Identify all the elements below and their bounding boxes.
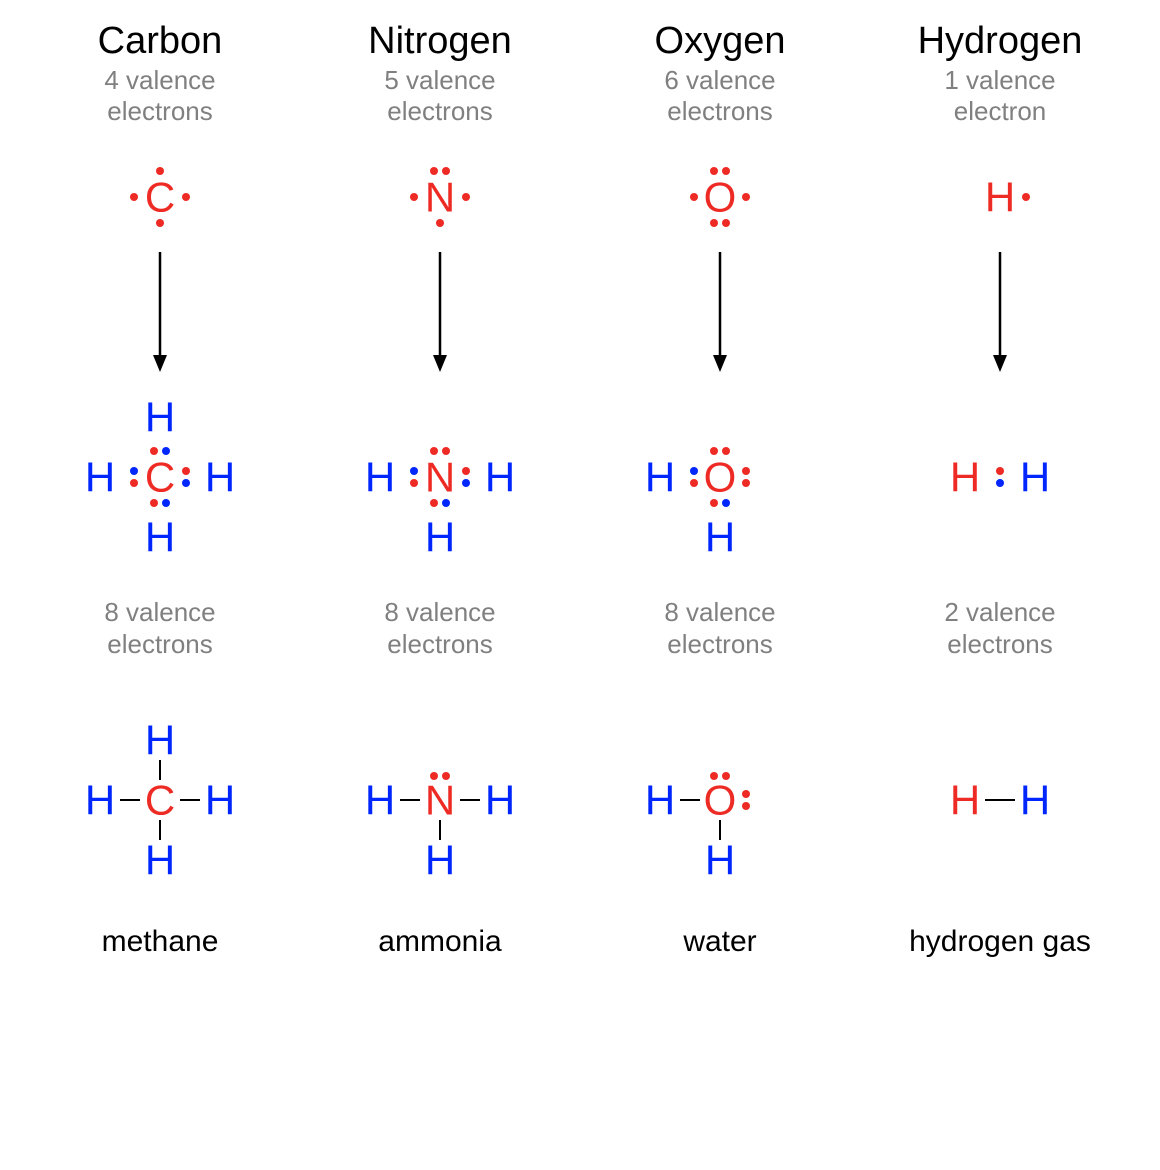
svg-text:H: H [950,454,980,501]
svg-text:H: H [645,454,675,501]
svg-text:H: H [485,776,515,823]
subtitle-nitrogen: 5 valence electrons [384,65,495,127]
svg-text:H: H [85,454,115,501]
svg-text:O: O [704,454,737,501]
lewis-atom-nitrogen: N [390,147,490,247]
full-label-hydrogen: 2 valence electrons [944,597,1055,659]
svg-text:C: C [145,776,175,823]
svg-text:O: O [704,776,737,823]
name-methane: methane [102,925,219,959]
svg-text:N: N [425,454,455,501]
lewis-atom-oxygen: O [670,147,770,247]
subtitle-carbon: 4 valence electrons [104,65,215,127]
title-nitrogen: Nitrogen [368,20,512,63]
lewis-atom-carbon: C [110,147,210,247]
svg-text:H: H [1020,776,1050,823]
structural-h2: H H [900,700,1100,900]
lewis-molecule-water: O H H [620,377,820,577]
structural-ammonia: N H H H [340,700,540,900]
svg-text:H: H [705,514,735,561]
svg-text:C: C [145,454,175,501]
full-label-oxygen: 8 valence electrons [664,597,775,659]
structural-methane: C H H H H [60,700,260,900]
full-label-nitrogen: 8 valence electrons [384,597,495,659]
svg-text:H: H [365,776,395,823]
title-carbon: Carbon [98,20,223,63]
name-h2: hydrogen gas [909,925,1091,959]
atom-symbol: C [145,174,175,221]
arrow-icon [145,247,175,377]
svg-text:H: H [950,776,980,823]
svg-text:H: H [145,716,175,763]
elements-grid: Carbon 4 valence electrons C C H [20,20,1140,959]
lewis-molecule-h2: H H [900,377,1100,577]
col-nitrogen: Nitrogen 5 valence electrons N N [300,20,580,959]
svg-text:H: H [985,174,1015,221]
structural-water: O H H [620,700,820,900]
svg-text:H: H [205,454,235,501]
col-carbon: Carbon 4 valence electrons C C H [20,20,300,959]
title-hydrogen: Hydrogen [918,20,1083,63]
name-ammonia: ammonia [378,925,501,959]
svg-text:H: H [705,836,735,883]
svg-text:H: H [365,454,395,501]
svg-text:H: H [1020,454,1050,501]
svg-text:N: N [425,776,455,823]
lewis-atom-hydrogen: H [950,147,1050,247]
full-label-carbon: 8 valence electrons [104,597,215,659]
lewis-molecule-methane: C H H H H [60,377,260,577]
svg-text:H: H [205,776,235,823]
svg-text:H: H [145,514,175,561]
svg-text:N: N [425,174,455,221]
svg-text:H: H [645,776,675,823]
arrow-icon [425,247,455,377]
svg-text:O: O [704,174,737,221]
arrow-icon [705,247,735,377]
svg-text:H: H [425,836,455,883]
svg-text:H: H [145,394,175,441]
title-oxygen: Oxygen [655,20,786,63]
name-water: water [683,925,756,959]
lewis-molecule-ammonia: N H H H [340,377,540,577]
svg-text:H: H [145,836,175,883]
col-hydrogen: Hydrogen 1 valence electron H H H [860,20,1140,959]
svg-text:H: H [85,776,115,823]
svg-text:H: H [425,514,455,561]
arrow-icon [985,247,1015,377]
subtitle-hydrogen: 1 valence electron [944,65,1055,127]
subtitle-oxygen: 6 valence electrons [664,65,775,127]
svg-text:H: H [485,454,515,501]
col-oxygen: Oxygen 6 valence electrons O O [580,20,860,959]
